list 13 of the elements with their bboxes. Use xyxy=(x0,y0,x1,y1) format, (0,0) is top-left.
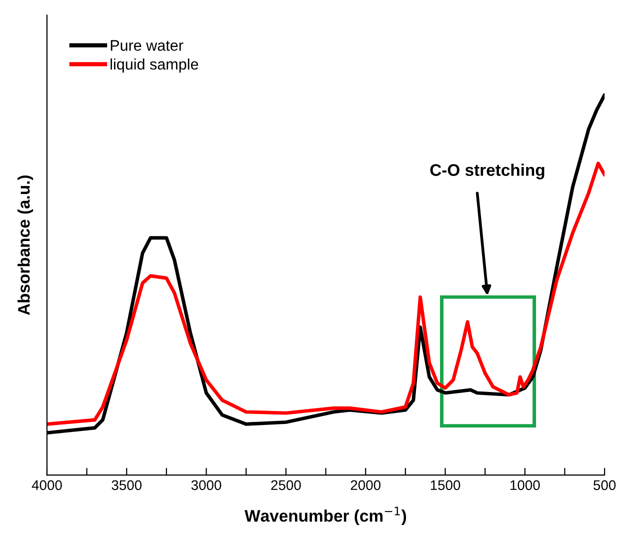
x-tick-label: 4000 xyxy=(32,480,62,490)
x-tick-label: 2500 xyxy=(271,480,301,490)
legend-label: liquid sample xyxy=(110,58,198,73)
legend-label: Pure water xyxy=(110,40,184,51)
annotation: C-O stretching xyxy=(430,164,544,180)
x-tick-label: 3000 xyxy=(191,480,222,490)
x-axis-title: Wavenumber (cm$^{−1}$) xyxy=(244,506,406,526)
x-tick-label: 1500 xyxy=(430,480,460,490)
x-tick-label: 2000 xyxy=(350,480,380,490)
x-tick-label: 500 xyxy=(594,480,616,490)
y-axis-title: Absorbance (a.u.) xyxy=(18,176,34,316)
x-tick-label: 3500 xyxy=(112,480,142,490)
x-tick-label: 1000 xyxy=(510,480,540,490)
